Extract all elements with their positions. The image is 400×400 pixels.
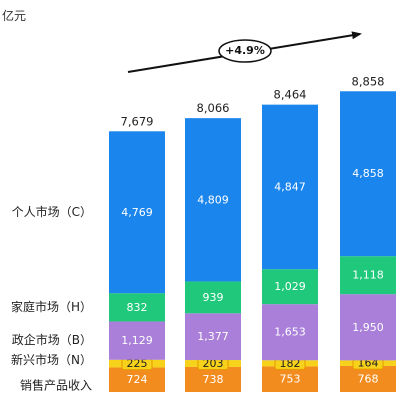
series-label-1: 新兴市场（N） [11,352,92,367]
bars-group: 724 225 1,129 832 4,769 7,679 738 203 1,377 939 4,… [109,74,396,392]
segment-label-2-1: 1,377 [197,330,229,343]
bar-segment-3-3 [340,256,396,295]
segment-label-4-3: 4,858 [352,167,384,180]
series-label-0: 销售产品收入 [20,378,92,393]
series-label-3: 家庭市场（H） [11,299,92,314]
segment-label-0-3: 768 [358,372,379,385]
segment-label-0-0: 724 [127,373,148,386]
bar-segment-2-0 [109,321,165,360]
cagr-badge [218,39,272,63]
segment-label-0-2: 753 [280,373,301,386]
segment-label-3-1: 939 [203,291,224,304]
bar-segment-2-1 [185,313,241,361]
segment-label-1-0: 225 [127,357,148,370]
segment-label-3-3: 1,118 [352,269,384,282]
segment-label-2-2: 1,653 [274,326,306,339]
bar-segment-4-1 [185,118,241,282]
bar-segment-3-1 [185,281,241,314]
segment-label-1-1: 203 [203,357,224,370]
segment-label-2-0: 1,129 [121,334,153,347]
bar-segment-3-2 [262,269,318,305]
bar-segment-0-0 [109,367,165,392]
bar-segment-4-0 [109,131,165,294]
category-labels-group: 销售产品收入 新兴市场（N） 政企市场（B） 家庭市场（H） 个人市场（C） [11,204,92,393]
total-label-3: 8,858 [352,74,385,88]
bar-segment-3-0 [109,293,165,322]
segment-label-4-2: 4,847 [274,180,306,193]
bar-segment-2-3 [340,294,396,361]
total-label-1: 8,066 [197,101,230,115]
bar-segment-0-2 [262,366,318,392]
segment-label-0-1: 738 [203,373,224,386]
bar-segment-4-2 [262,104,318,270]
bar-segment-0-1 [185,366,241,392]
segment-label-3-2: 1,029 [274,280,306,293]
segment-label-3-0: 832 [127,301,148,314]
unit-label: 亿元 [2,8,26,23]
total-label-0: 7,679 [121,114,154,128]
cagr-label: +4.9% [225,44,265,57]
bar-segment-2-2 [262,304,318,361]
series-label-2: 政企市场（B） [12,332,92,347]
bar-segment-4-3 [340,91,396,257]
segment-label-2-3: 1,950 [352,321,384,334]
series-label-4: 个人市场（C） [12,204,92,219]
segment-label-4-1: 4,809 [197,193,229,206]
total-label-2: 8,464 [274,88,307,102]
segment-label-4-0: 4,769 [121,206,153,219]
cagr-annotation: +4.9% [127,31,362,73]
bar-segment-0-3 [340,365,396,392]
